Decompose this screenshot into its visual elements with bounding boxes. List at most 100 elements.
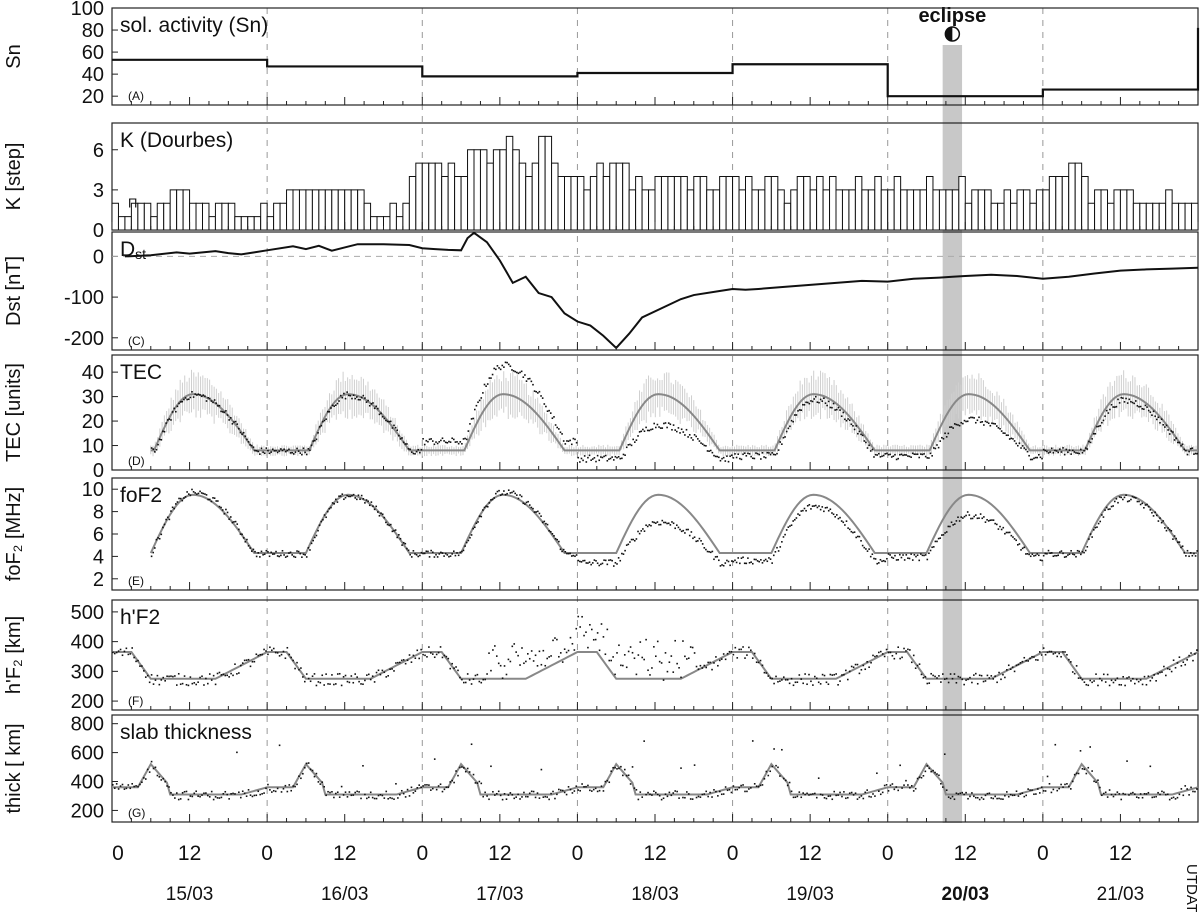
observed-point (848, 670, 851, 673)
observed-point (606, 459, 609, 462)
observed-point (203, 684, 205, 686)
observed-point (808, 402, 811, 405)
observed-point (724, 460, 727, 462)
observed-point (459, 551, 462, 554)
k-bar (1074, 162, 1083, 231)
observed-point (509, 365, 512, 368)
observed-point (323, 684, 325, 686)
observed-point (239, 431, 242, 434)
observed-point (684, 796, 686, 799)
observed-point (991, 422, 993, 425)
observed-point (911, 559, 914, 561)
observed-point (860, 795, 863, 797)
observed-point (391, 427, 394, 429)
observed-point (650, 524, 652, 527)
observed-point (466, 767, 469, 770)
observed-point (362, 394, 365, 397)
observed-point (449, 555, 452, 557)
observed-point (428, 438, 431, 441)
observed-point (225, 410, 227, 412)
observed-point (629, 783, 632, 785)
observed-point (160, 438, 163, 441)
observed-point (1125, 397, 1127, 400)
observed-point (352, 794, 355, 796)
observed-point (872, 793, 874, 795)
k-bar (473, 149, 481, 231)
observed-point (220, 410, 222, 413)
observed-point (272, 647, 275, 650)
observed-point (360, 683, 362, 685)
observed-point (835, 673, 837, 675)
observed-point (930, 672, 932, 675)
observed-point (406, 659, 409, 662)
observed-point (942, 673, 944, 675)
observed-point (397, 797, 399, 799)
observed-point (589, 789, 591, 792)
observed-point (730, 454, 733, 457)
observed-point (391, 797, 393, 800)
observed-point (774, 551, 777, 553)
observed-point (239, 796, 242, 799)
observed-point (296, 447, 298, 450)
observed-point (208, 498, 211, 501)
observed-point (249, 794, 252, 796)
k-bar (893, 176, 902, 231)
observed-point (496, 365, 499, 367)
observed-point (229, 417, 232, 419)
observed-point (829, 673, 832, 676)
observed-point (655, 522, 657, 524)
observed-point (1132, 791, 1134, 794)
observed-point (979, 513, 982, 515)
observed-point (897, 558, 900, 561)
k-bar (816, 176, 824, 231)
observed-point (179, 798, 182, 800)
observed-point (427, 440, 429, 443)
y-tick-label: 600 (71, 743, 104, 765)
observed-point (245, 795, 248, 798)
observed-point (658, 523, 660, 526)
observed-point (344, 674, 347, 677)
observed-point (527, 795, 529, 798)
observed-point (1124, 684, 1126, 687)
observed-point (635, 673, 638, 676)
observed-point (443, 440, 445, 442)
observed-point (1184, 663, 1187, 666)
observed-point (433, 758, 436, 760)
y-tick-label: 200 (71, 800, 104, 822)
observed-point (331, 674, 333, 676)
observed-point (755, 661, 758, 664)
observed-point (387, 797, 389, 800)
observed-point (763, 559, 765, 562)
observed-point (340, 684, 343, 687)
observed-point (659, 523, 662, 526)
observed-point (913, 553, 916, 556)
date-label: 16/03 (321, 884, 369, 905)
observed-point (937, 537, 940, 540)
observed-point (478, 780, 481, 783)
observed-point (806, 401, 809, 404)
observed-point (271, 553, 274, 555)
observed-point (771, 452, 773, 454)
observed-point (769, 770, 772, 773)
observed-point (709, 551, 712, 554)
observed-point (720, 793, 723, 796)
observed-point (825, 681, 828, 684)
observed-point (934, 675, 936, 678)
observed-point (1183, 448, 1186, 451)
observed-point (280, 554, 282, 557)
observed-point (178, 402, 180, 405)
k-bar (867, 189, 876, 231)
observed-point (745, 562, 748, 565)
observed-point (249, 547, 251, 549)
observed-point (1123, 496, 1126, 499)
observed-point (283, 554, 285, 556)
observed-point (446, 441, 449, 444)
observed-point (662, 679, 665, 681)
observed-point (744, 790, 746, 793)
observed-point (1168, 798, 1171, 801)
observed-point (402, 441, 405, 444)
observed-point (1134, 497, 1137, 499)
observed-point (921, 554, 924, 557)
observed-point (876, 655, 878, 657)
observed-point (661, 427, 664, 429)
